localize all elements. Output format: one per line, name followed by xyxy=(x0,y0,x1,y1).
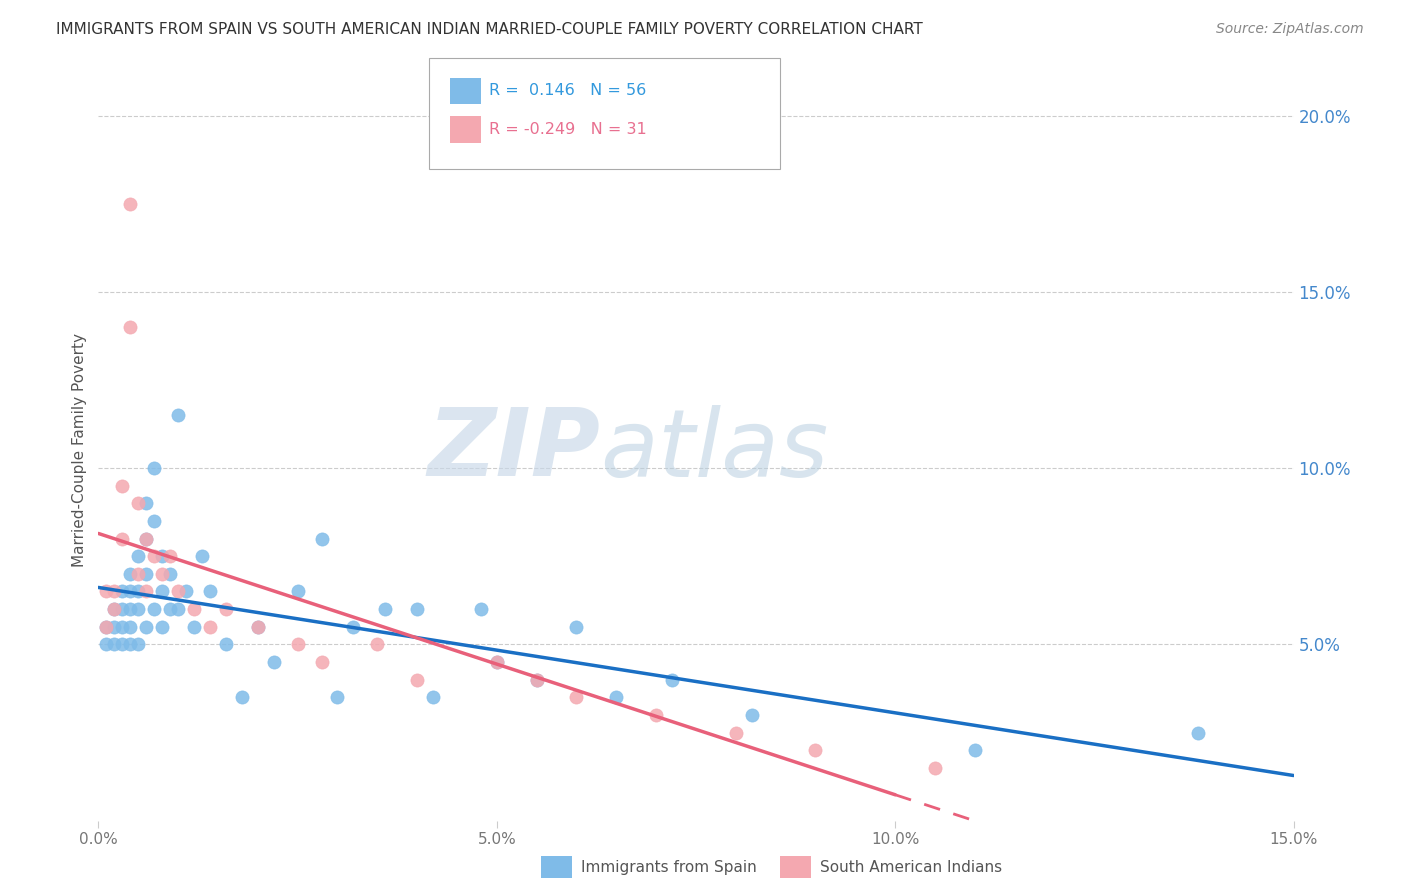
Point xyxy=(485,655,508,669)
Point xyxy=(231,690,253,705)
Point xyxy=(159,549,181,564)
Y-axis label: Married-Couple Family Poverty: Married-Couple Family Poverty xyxy=(72,334,87,567)
Point xyxy=(246,620,269,634)
Point xyxy=(263,655,285,669)
Point xyxy=(167,408,190,422)
Point xyxy=(326,690,349,705)
Text: South American Indians: South American Indians xyxy=(820,860,1002,874)
Point xyxy=(127,637,149,651)
Point xyxy=(924,761,946,775)
Point xyxy=(111,637,134,651)
Point xyxy=(167,602,190,616)
Point xyxy=(143,461,166,475)
Point xyxy=(374,602,396,616)
Point xyxy=(565,620,588,634)
Point xyxy=(526,673,548,687)
Point xyxy=(103,602,125,616)
Point xyxy=(127,566,149,581)
Point xyxy=(143,549,166,564)
Point xyxy=(111,620,134,634)
Text: Immigrants from Spain: Immigrants from Spain xyxy=(581,860,756,874)
Point xyxy=(143,514,166,528)
Point xyxy=(120,196,142,211)
Point xyxy=(111,479,134,493)
Point xyxy=(127,602,149,616)
Text: Source: ZipAtlas.com: Source: ZipAtlas.com xyxy=(1216,22,1364,37)
Point xyxy=(103,620,125,634)
Point xyxy=(150,566,173,581)
Point xyxy=(135,620,157,634)
Point xyxy=(120,320,142,334)
Point xyxy=(741,707,763,722)
Point xyxy=(135,566,157,581)
Point xyxy=(963,743,986,757)
Point xyxy=(127,584,149,599)
Point xyxy=(111,532,134,546)
Point xyxy=(150,620,173,634)
Point xyxy=(183,602,205,616)
Point xyxy=(135,496,157,510)
Point xyxy=(135,584,157,599)
Point xyxy=(111,584,134,599)
Point xyxy=(191,549,214,564)
Point xyxy=(127,549,149,564)
Text: R = -0.249   N = 31: R = -0.249 N = 31 xyxy=(489,122,647,136)
Point xyxy=(215,602,238,616)
Point xyxy=(366,637,388,651)
Point xyxy=(150,549,173,564)
Point xyxy=(287,637,309,651)
Point xyxy=(167,584,190,599)
Point xyxy=(470,602,492,616)
Point xyxy=(120,620,142,634)
Point xyxy=(159,566,181,581)
Point xyxy=(120,602,142,616)
Point xyxy=(135,532,157,546)
Point xyxy=(150,584,173,599)
Point xyxy=(143,602,166,616)
Point xyxy=(804,743,827,757)
Point xyxy=(485,655,508,669)
Point xyxy=(96,620,118,634)
Point xyxy=(96,637,118,651)
Point xyxy=(311,532,333,546)
Point xyxy=(111,602,134,616)
Point xyxy=(342,620,364,634)
Point xyxy=(174,584,197,599)
Point xyxy=(215,637,238,651)
Point xyxy=(406,602,429,616)
Point xyxy=(645,707,668,722)
Point xyxy=(103,584,125,599)
Point xyxy=(120,584,142,599)
Point xyxy=(127,496,149,510)
Point xyxy=(565,690,588,705)
Point xyxy=(159,602,181,616)
Point xyxy=(311,655,333,669)
Text: ZIP: ZIP xyxy=(427,404,600,497)
Text: IMMIGRANTS FROM SPAIN VS SOUTH AMERICAN INDIAN MARRIED-COUPLE FAMILY POVERTY COR: IMMIGRANTS FROM SPAIN VS SOUTH AMERICAN … xyxy=(56,22,922,37)
Point xyxy=(135,532,157,546)
Point xyxy=(422,690,444,705)
Point xyxy=(183,620,205,634)
Point xyxy=(1187,725,1209,739)
Point xyxy=(526,673,548,687)
Text: R =  0.146   N = 56: R = 0.146 N = 56 xyxy=(489,84,647,98)
Point xyxy=(246,620,269,634)
Point xyxy=(198,620,221,634)
Point xyxy=(103,602,125,616)
Point xyxy=(120,637,142,651)
Point xyxy=(605,690,627,705)
Point xyxy=(96,584,118,599)
Point xyxy=(120,566,142,581)
Text: atlas: atlas xyxy=(600,405,828,496)
Point xyxy=(406,673,429,687)
Point xyxy=(96,620,118,634)
Point xyxy=(198,584,221,599)
Point xyxy=(287,584,309,599)
Point xyxy=(103,637,125,651)
Point xyxy=(724,725,747,739)
Point xyxy=(661,673,683,687)
